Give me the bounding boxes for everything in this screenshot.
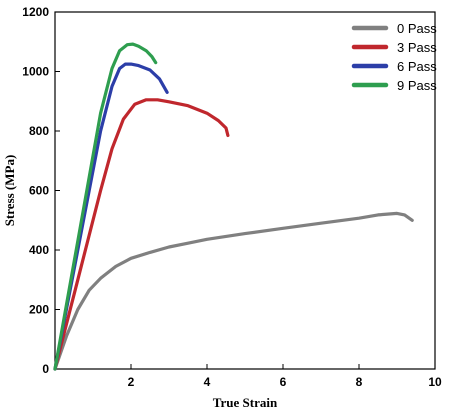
series-line-9-pass [53, 42, 158, 371]
legend-label-3-pass: 3 Pass [397, 40, 437, 55]
chart-plot-area [53, 42, 414, 371]
series-line-0-pass [53, 211, 414, 371]
chart-legend: 0 Pass 3 Pass 6 Pass 9 Pass [351, 21, 437, 93]
x-axis-label: True Strain [213, 395, 278, 410]
x-tick-label: 8 [356, 375, 363, 389]
legend-label-9-pass: 9 Pass [397, 78, 437, 93]
x-tick-label: 10 [428, 375, 442, 389]
y-tick-label: 400 [29, 243, 49, 257]
y-tick-label: 600 [29, 184, 49, 198]
x-tick-label: 6 [280, 375, 287, 389]
y-axis-label: Stress (MPa) [2, 155, 17, 227]
x-tick-label: 4 [204, 375, 211, 389]
x-tick-label: 2 [128, 375, 135, 389]
chart-axes: 0 200 400 600 800 1000 1200 2 4 6 8 10 [22, 5, 442, 389]
y-tick-label: 0 [42, 362, 49, 376]
legend-label-6-pass: 6 Pass [397, 59, 437, 74]
legend-label-0-pass: 0 Pass [397, 21, 437, 36]
series-line-3-pass [53, 98, 230, 371]
y-tick-label: 1200 [22, 5, 49, 19]
y-tick-label: 800 [29, 124, 49, 138]
y-tick-label: 200 [29, 303, 49, 317]
y-tick-label: 1000 [22, 65, 49, 79]
